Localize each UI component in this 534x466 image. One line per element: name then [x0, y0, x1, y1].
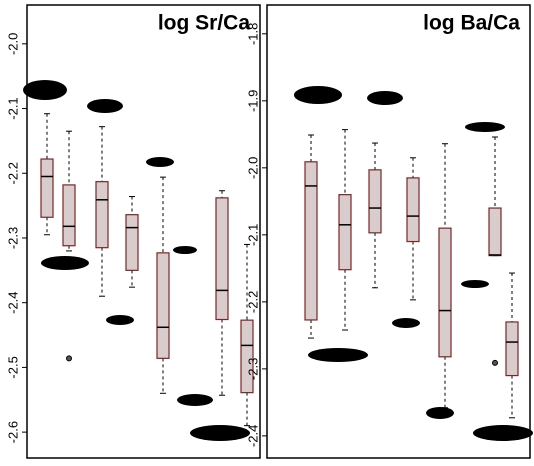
box: [40, 158, 54, 218]
y-tick-label: -2.3: [245, 358, 260, 380]
silhouette: [146, 157, 174, 167]
box: [215, 197, 229, 321]
chart-title: log Sr/Ca: [158, 12, 251, 35]
y-tick-label: -1.8: [245, 23, 260, 45]
silhouette: [367, 91, 403, 105]
box: [406, 177, 420, 243]
box: [505, 321, 519, 377]
box: [338, 194, 352, 271]
silhouette: [465, 122, 505, 132]
y-tick-label: -2.1: [5, 97, 20, 119]
silhouette: [473, 425, 533, 441]
y-tick-label: -1.9: [245, 90, 260, 112]
silhouette: [461, 280, 489, 288]
silhouette: [23, 80, 67, 100]
silhouette: [392, 318, 420, 328]
box: [95, 181, 109, 249]
y-tick-label: -2.1: [245, 224, 260, 246]
chart-title: log Ba/Ca: [423, 12, 520, 35]
y-tick-label: -2.2: [5, 162, 20, 184]
silhouette: [177, 394, 213, 406]
silhouette: [308, 348, 368, 362]
box: [62, 184, 76, 247]
box: [368, 169, 382, 234]
y-tick-label: -2.0: [5, 33, 20, 55]
box: [156, 252, 170, 359]
silhouette: [87, 99, 123, 113]
silhouette: [106, 315, 134, 325]
plot-frame: [266, 4, 531, 459]
silhouettes: [23, 80, 533, 441]
plot-frame: [26, 4, 261, 459]
y-tick-label: -2.5: [5, 356, 20, 378]
silhouette: [173, 246, 197, 254]
y-tick-label: -2.3: [5, 227, 20, 249]
silhouette: [294, 86, 342, 104]
y-tick-label: -2.6: [5, 421, 20, 443]
silhouette: [426, 407, 454, 419]
box: [488, 207, 502, 257]
silhouette: [190, 425, 250, 441]
y-tick-label: -2.4: [5, 291, 20, 313]
silhouette: [41, 256, 89, 270]
box: [304, 161, 318, 321]
y-tick-label: -2.4: [245, 425, 260, 447]
box: [438, 227, 452, 358]
outlier: [492, 359, 498, 366]
box: [125, 214, 139, 271]
outlier: [66, 355, 72, 362]
y-tick-label: -2.0: [245, 157, 260, 179]
y-tick-label: -2.2: [245, 291, 260, 313]
box: [240, 319, 254, 394]
